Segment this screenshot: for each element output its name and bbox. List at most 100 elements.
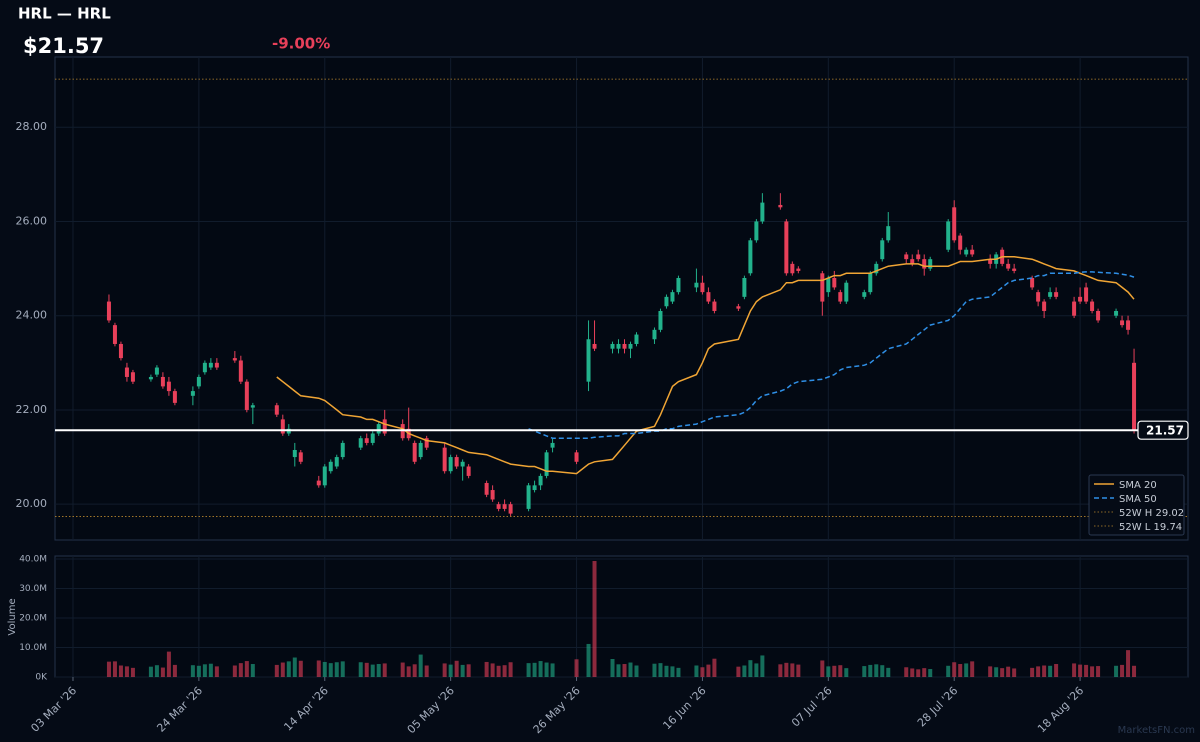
volume-bar [1000,668,1005,677]
volume-bar [370,664,375,677]
volume-bar [280,662,285,677]
candle-body [544,452,549,476]
candle-body [952,207,957,241]
candle-body [460,461,465,467]
volume-bar [358,662,363,677]
volume-bar [916,669,921,677]
candle-body [904,254,909,260]
volume-bar [196,665,201,677]
x-tick-label: 26 May '26 [531,684,583,736]
volume-bar [748,660,753,677]
volume-bar [502,665,507,677]
candle-body [586,339,591,382]
candle-body [196,376,201,387]
candle-body [496,504,501,509]
candle-body [760,202,765,222]
candle-body [292,449,297,458]
chart-title: HRL — HRL [18,5,111,23]
candle-body [160,376,165,387]
candle-body [466,466,471,476]
candle-body [334,457,339,467]
watermark: MarketsFN.com [1118,725,1195,736]
candle-body [340,442,345,458]
volume-bar [862,666,867,677]
y-tick-label: 20.00 [16,497,48,510]
volume-bar [118,665,123,677]
candle-body [706,292,711,302]
volume-bar [664,665,669,677]
candle-body [1114,310,1119,316]
candle-body [862,292,867,297]
volume-bar [190,665,195,677]
volume-bar [376,664,381,677]
volume-bar [574,659,579,677]
volume-bar [910,668,915,677]
candle-body [910,259,915,264]
last-price: $21.57 [23,34,104,58]
candle-body [550,442,555,448]
volume-bar [418,654,423,677]
candle-body [676,278,681,293]
volume-bar [1132,665,1137,677]
volume-bar [214,666,219,677]
volume-tick-label: 40.0M [19,554,47,564]
volume-bar [1030,667,1035,677]
candle-body [778,204,783,208]
candle-body [172,391,177,403]
volume-tick-label: 10.0M [19,643,47,653]
volume-bar [742,665,747,677]
volume-bar [322,661,327,677]
y-tick-label: 28.00 [16,120,48,133]
candle-body [664,296,669,307]
volume-bar [706,664,711,677]
candle-body [490,490,495,500]
candle-body [754,221,759,241]
candle-body [652,329,657,340]
candle-body [1126,320,1131,330]
volume-bar [778,664,783,677]
volume-bar [904,667,909,677]
volume-bar [1126,650,1131,677]
volume-bar [172,664,177,677]
candle-body [280,419,285,434]
volume-bar [106,661,111,677]
volume-bar [508,662,513,677]
volume-bar [994,667,999,677]
candle-body [988,259,993,264]
volume-bar [670,666,675,677]
volume-bar [610,658,615,677]
y-tick-label: 24.00 [16,309,48,322]
volume-bar [406,666,411,677]
volume-bar [274,664,279,677]
volume-tick-label: 30.0M [19,584,47,594]
candle-body [106,301,111,321]
candle-body [970,249,975,255]
candle-body [166,381,171,392]
volume-bar [694,665,699,677]
candle-body [796,268,801,271]
candle-body [1054,292,1059,297]
volume-bar [988,666,993,677]
volume-bar [250,664,255,677]
candle-body [448,457,453,472]
candle-body [844,282,849,302]
candle-body [370,433,375,443]
candle-body [538,475,543,486]
candle-body [1084,287,1089,302]
volume-bar [1084,664,1089,677]
candle-body [382,419,387,434]
volume-bar [964,663,969,677]
candle-body [418,442,423,458]
candle-body [1048,292,1053,297]
candle-body [244,381,249,410]
volume-bar [160,667,165,677]
candle-body [274,405,279,415]
sma-line [276,256,1135,475]
volume-bar [1036,666,1041,677]
volume-bar [592,561,597,677]
volume-bar [676,667,681,677]
candle-body [874,263,879,274]
candle-body [820,273,825,302]
candle-body [484,482,489,495]
volume-bar [946,665,951,677]
